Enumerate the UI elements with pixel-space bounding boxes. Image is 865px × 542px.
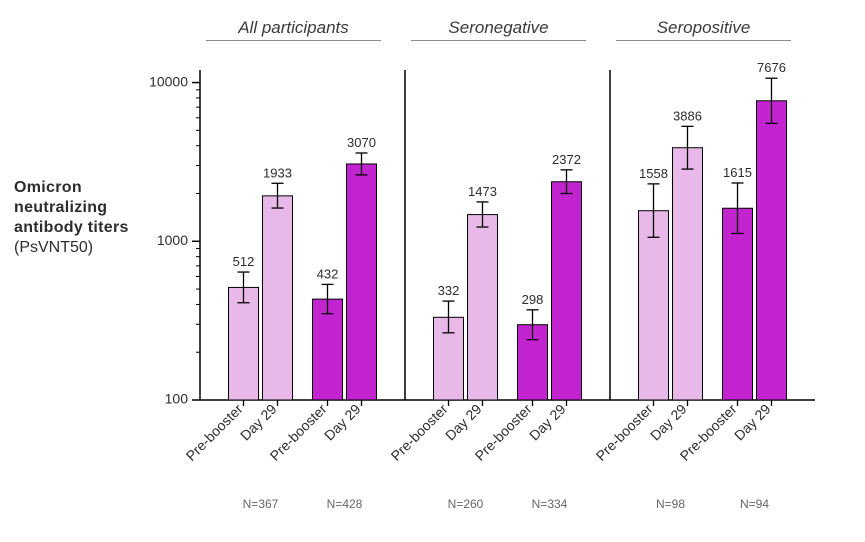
svg-text:100: 100 [165,391,189,407]
value-label: 298 [522,292,544,307]
bar [229,287,259,400]
bar [757,101,787,400]
value-label: 432 [317,266,339,281]
bar [263,196,293,400]
value-label: 512 [233,254,255,269]
x-tick-label: Day 29 [237,401,280,444]
value-label: 1615 [723,165,752,180]
bar [673,148,703,400]
bar [468,215,498,400]
n-label: N=334 [532,497,568,511]
x-tick-label: Day 29 [526,401,569,444]
value-label: 3886 [673,108,702,123]
value-label: 1473 [468,184,497,199]
value-label: 2372 [552,152,581,167]
x-tick-label: Day 29 [647,401,690,444]
value-label: 7676 [757,60,786,75]
value-label: 1558 [639,166,668,181]
bar [347,164,377,400]
x-tick-label: Day 29 [321,401,364,444]
svg-text:10000: 10000 [149,73,188,89]
value-label: 1933 [263,165,292,180]
value-label: 3070 [347,135,376,150]
x-tick-label: Day 29 [731,401,774,444]
bar [723,208,753,400]
value-label: 332 [438,283,460,298]
bar [639,211,669,400]
bar-chart: 100100010000512Pre-booster1933Day 29432P… [0,0,865,542]
n-label: N=94 [740,497,769,511]
chart-container: All participantsSeronegativeSeropositive… [0,0,865,542]
n-label: N=98 [656,497,685,511]
bar [552,182,582,400]
n-label: N=428 [327,497,363,511]
svg-text:1000: 1000 [157,232,188,248]
x-tick-label: Day 29 [442,401,485,444]
n-label: N=260 [448,497,484,511]
n-label: N=367 [243,497,279,511]
